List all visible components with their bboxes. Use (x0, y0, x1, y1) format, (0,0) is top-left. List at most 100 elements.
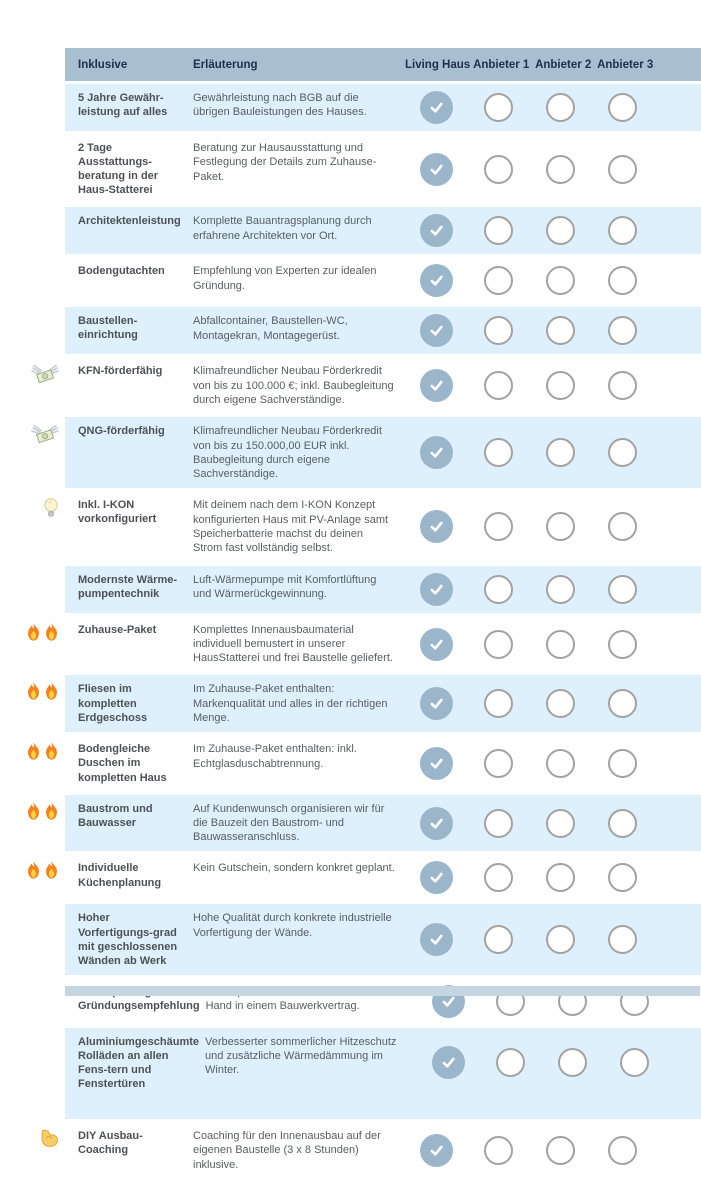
not-included-circle (607, 629, 637, 659)
fire-icon (25, 741, 42, 761)
table-row: 5 Jahre Gewähr-leistung auf alles Gewähr… (0, 84, 701, 131)
table-row: Bodengutachten Empfehlung von Experten z… (0, 257, 701, 304)
not-included-circle (607, 316, 637, 346)
included-check-icon (419, 923, 453, 957)
provider-mark-cell (591, 1136, 653, 1166)
feature-label: Bodengutachten (78, 265, 165, 278)
not-included-circle (545, 154, 575, 184)
not-included-circle (607, 925, 637, 955)
included-check-icon (419, 687, 453, 721)
row-icons (0, 978, 65, 1025)
not-included-circle (483, 316, 513, 346)
not-included-circle (545, 438, 575, 468)
row-icons (0, 1028, 65, 1119)
feature-description: Verbesserter sommerlicher Hitzeschutz un… (205, 1035, 397, 1077)
included-check-icon (419, 627, 453, 661)
included-check-icon (419, 806, 453, 840)
not-included-circle (483, 863, 513, 893)
provider-mark-cell (467, 748, 529, 778)
feature-description: Abfallcontainer, Baustellen-WC, Montagek… (193, 315, 348, 342)
header-feature-column: Inklusive (78, 58, 128, 71)
fire-icon (25, 801, 42, 821)
feature-description: Klimafreundlicher Neubau Förderkredit vo… (193, 425, 382, 481)
not-included-circle (607, 863, 637, 893)
feature-label: Baustrom und Bauwasser (78, 802, 153, 829)
provider-mark-cell (467, 438, 529, 468)
footer-bar (65, 986, 700, 996)
not-included-circle (545, 266, 575, 296)
feature-description: Klimafreundlicher Neubau Förderkredit vo… (193, 365, 394, 406)
not-included-circle (607, 748, 637, 778)
provider-mark-cell (467, 574, 529, 604)
row-icons (0, 566, 65, 613)
feature-description: Empfehlung von Experten zur idealen Grün… (193, 265, 377, 292)
bulb-icon (42, 497, 60, 519)
provider-mark-cell (467, 629, 529, 659)
not-included-circle (607, 512, 637, 542)
provider-marks (405, 742, 701, 784)
not-included-circle (545, 93, 575, 122)
provider-mark-cell (541, 1048, 603, 1078)
included-check-icon (419, 369, 453, 403)
provider-marks (405, 214, 701, 248)
provider-mark-cell (479, 1048, 541, 1078)
feature-label: Fliesen im kompletten Erdgeschoss (78, 683, 148, 724)
fire-icon (43, 801, 60, 821)
feature-label: Zuhause-Paket (78, 623, 157, 636)
not-included-circle (545, 808, 575, 838)
provider-mark-cell (405, 510, 467, 544)
provider-mark-cell (405, 436, 467, 470)
not-included-circle (607, 93, 637, 122)
not-included-circle (483, 93, 513, 122)
not-included-circle (483, 808, 513, 838)
not-included-circle (607, 154, 637, 184)
not-included-circle (495, 1048, 525, 1078)
feature-description: Beratung zur Hausausstattung und Festleg… (193, 142, 377, 183)
not-included-circle (483, 925, 513, 955)
not-included-circle (557, 1048, 587, 1078)
feature-label: KFN-förderfähig (78, 365, 163, 378)
feature-description: Gewährleistung nach BGB auf die übrigen … (193, 92, 367, 119)
provider-mark-cell (529, 689, 591, 719)
provider-mark-cell (405, 923, 467, 957)
provider-mark-cell (467, 512, 529, 542)
provider-mark-cell (405, 572, 467, 606)
not-included-circle (607, 808, 637, 838)
table-row: KFN-förderfähig Klimafreundlicher Neubau… (0, 357, 701, 414)
provider-mark-cell (467, 925, 529, 955)
provider-marks (405, 498, 701, 555)
provider-mark-cell (405, 1134, 467, 1168)
comparison-table-page: Inklusive Erläuterung Living Haus Anbiet… (0, 48, 701, 1171)
row-icons (0, 207, 65, 254)
table-row: 2 Tage Ausstattungs-beratung in der Haus… (0, 134, 701, 204)
provider-marks (405, 264, 701, 298)
provider-marks (405, 91, 701, 124)
provider-mark-cell (405, 806, 467, 840)
feature-label: QNG-förderfähig (78, 425, 165, 438)
row-icons (0, 854, 65, 901)
feature-label: Modernste Wärme-pumpentechnik (78, 573, 178, 600)
feature-description: Mit deinem nach dem I-KON Konzept konfig… (193, 499, 389, 555)
not-included-circle (483, 512, 513, 542)
row-icons (0, 616, 65, 673)
provider-mark-cell (529, 266, 591, 296)
provider-mark-cell (405, 214, 467, 248)
provider-mark-cell (467, 371, 529, 401)
table-row: Modernste Wärme-pumpentechnik Luft-Wärme… (0, 565, 701, 613)
table-row: Bodenplatte gem. Gründungsempfehlung Bod… (0, 978, 701, 1025)
feature-description: Im Zuhause-Paket enthalten: inkl. Echtgl… (193, 743, 357, 770)
provider-mark-cell (591, 266, 653, 296)
provider-marks (405, 623, 701, 666)
feature-description: Komplette Bauantragsplanung durch erfahr… (193, 215, 372, 242)
not-included-circle (483, 266, 513, 296)
provider-mark-cell (591, 925, 653, 955)
fire-icon (43, 681, 60, 701)
not-included-circle (607, 438, 637, 468)
fire-icon (43, 860, 60, 880)
provider-mark-cell (529, 748, 591, 778)
feature-description: Hohe Qualität durch konkrete industriell… (193, 912, 392, 939)
feature-description: Auf Kundenwunsch organisieren wir für di… (193, 802, 385, 844)
not-included-circle (545, 574, 575, 604)
provider-mark-cell (417, 1046, 479, 1080)
row-icons (0, 735, 65, 791)
